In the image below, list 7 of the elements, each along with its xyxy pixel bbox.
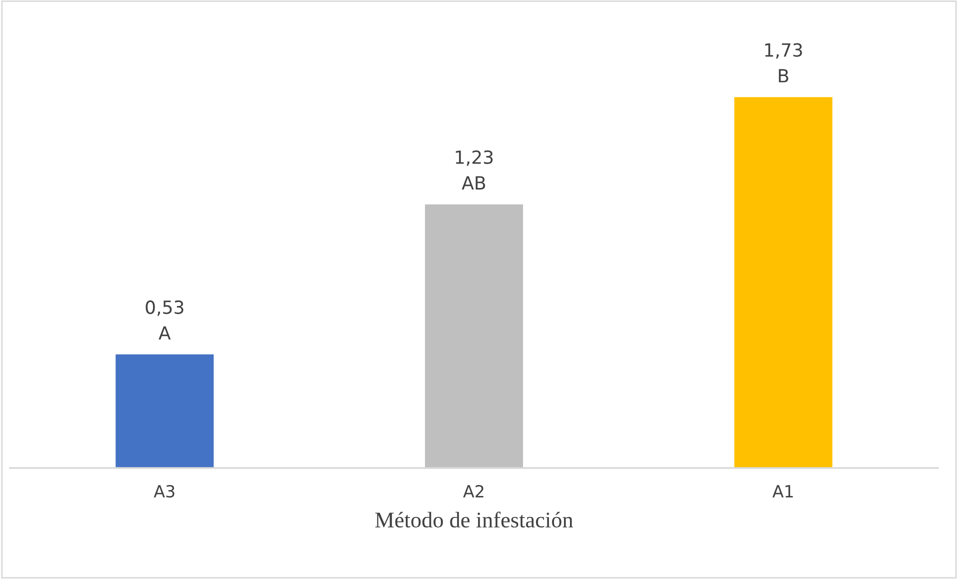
x-tick-label: A3 (154, 484, 174, 498)
data-label: 1,23 AB (456, 150, 493, 190)
data-label: 0,53 A (146, 300, 184, 340)
data-label: 1,73 B (765, 43, 802, 82)
x-tick-label: A1 (772, 485, 793, 498)
x-axis-title: Método de infestación (375, 512, 574, 528)
x-tick-label: A2 (463, 484, 484, 498)
